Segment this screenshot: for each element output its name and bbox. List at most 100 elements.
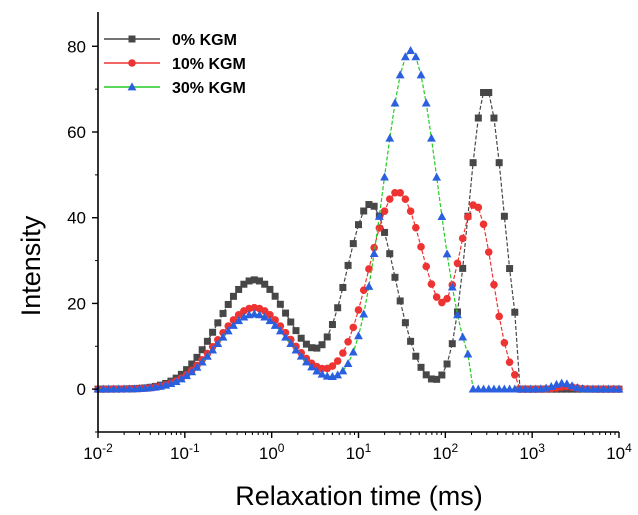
data-point (354, 331, 363, 340)
legend-entry: 0% KGM (104, 32, 237, 49)
data-point (557, 378, 567, 387)
data-point (396, 297, 404, 305)
data-point (453, 259, 462, 268)
data-point (365, 201, 373, 209)
data-point (412, 223, 420, 232)
data-point (266, 285, 274, 293)
data-point (261, 280, 269, 288)
data-point (339, 349, 347, 357)
data-point (443, 294, 451, 303)
y-tick-label: 60 (67, 123, 86, 142)
data-point (386, 250, 394, 258)
data-point (474, 114, 482, 122)
data-point (385, 133, 395, 142)
data-point (192, 362, 202, 371)
data-point (281, 332, 290, 341)
data-point (270, 320, 280, 329)
data-point (308, 344, 316, 352)
data-point (229, 292, 237, 300)
data-point (395, 70, 405, 79)
data-point (495, 159, 503, 167)
data-point (416, 70, 426, 79)
data-point (480, 88, 488, 96)
data-point (187, 367, 197, 376)
data-point (218, 332, 228, 341)
data-point (224, 300, 232, 308)
data-point (266, 311, 274, 319)
data-point (453, 310, 462, 319)
data-point (370, 202, 378, 210)
data-point (334, 304, 342, 312)
data-point (166, 379, 176, 388)
data-point (422, 371, 430, 379)
y-tick-label: 20 (67, 294, 86, 313)
data-point (427, 280, 436, 288)
data-point (391, 273, 399, 281)
data-point (411, 52, 421, 61)
x-tick-label: 10-1 (170, 441, 200, 463)
x-tick-label: 104 (606, 441, 632, 463)
data-point (458, 234, 467, 243)
data-point (546, 381, 556, 390)
data-point (223, 326, 233, 335)
data-point (302, 340, 310, 348)
data-point (208, 345, 218, 354)
data-point (391, 188, 399, 197)
data-point (396, 188, 404, 197)
data-point (234, 311, 243, 319)
data-point (469, 159, 477, 167)
data-point (417, 363, 425, 371)
data-point (209, 328, 217, 336)
data-point (572, 383, 582, 392)
data-point (421, 98, 431, 107)
data-point (349, 323, 358, 332)
data-point (448, 340, 456, 348)
data-point (250, 276, 258, 284)
data-point (249, 309, 259, 318)
data-point (463, 349, 473, 358)
data-point (276, 300, 284, 308)
data-point (401, 195, 410, 203)
data-point (245, 277, 253, 285)
data-point (317, 369, 327, 378)
x-tick-label: 102 (433, 441, 459, 463)
data-point (127, 82, 137, 91)
data-point (412, 352, 420, 360)
data-point (432, 293, 441, 301)
data-point (234, 316, 244, 325)
data-point (485, 88, 493, 96)
data-point (229, 320, 238, 329)
data-point (240, 280, 248, 288)
data-point (171, 376, 181, 385)
data-point (338, 366, 348, 375)
data-point (213, 339, 223, 348)
data-point (302, 357, 311, 366)
data-point (506, 265, 514, 273)
data-point (433, 375, 441, 383)
series-line (98, 91, 619, 390)
legend-label: 30% KGM (172, 80, 246, 97)
data-point (417, 243, 425, 251)
data-point (193, 353, 201, 361)
data-point (328, 362, 337, 370)
data-point (442, 249, 452, 258)
data-point (500, 339, 509, 347)
data-point (406, 207, 415, 215)
data-point (255, 310, 264, 319)
data-point (484, 248, 493, 256)
data-point (375, 224, 384, 232)
data-point (390, 98, 400, 107)
data-point (214, 319, 222, 327)
data-point (203, 337, 211, 345)
data-point (459, 264, 467, 272)
data-point (562, 379, 572, 388)
data-point (323, 333, 331, 341)
data-point (344, 261, 352, 269)
data-point (275, 326, 285, 335)
data-point (286, 339, 296, 348)
data-point (128, 59, 136, 67)
data-point (271, 316, 279, 324)
legend: 0% KGM 10% KGM 30% KGM (104, 32, 246, 97)
data-point (260, 312, 270, 321)
